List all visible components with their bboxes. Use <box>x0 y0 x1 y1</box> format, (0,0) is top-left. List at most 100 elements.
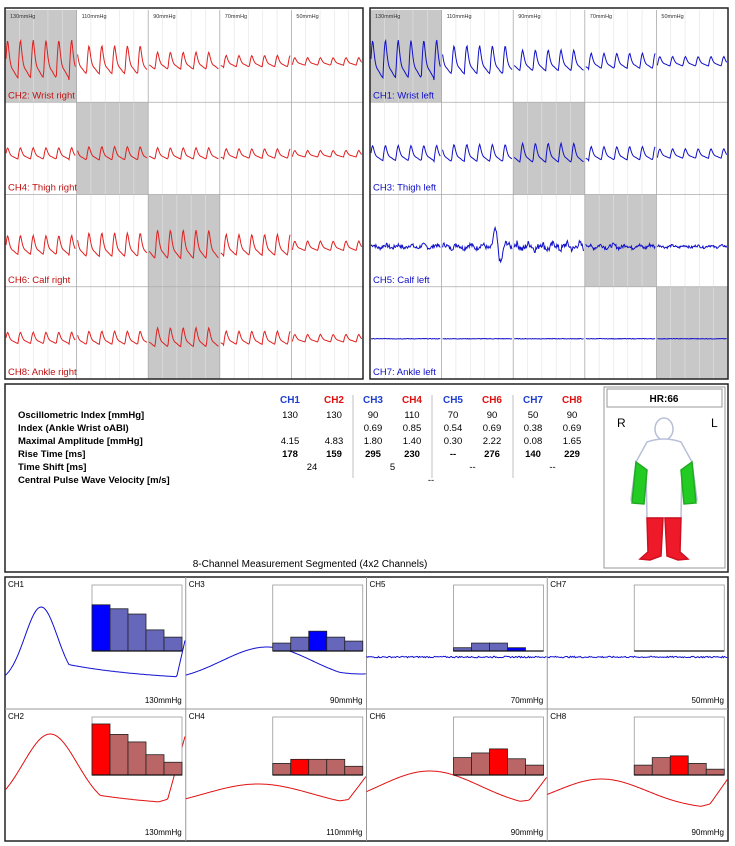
cell: 1.65 <box>563 436 582 447</box>
histogram-bar <box>489 642 508 652</box>
cell: 0.69 <box>563 423 582 434</box>
cell: 90 <box>368 410 379 421</box>
pressure-header: 50mmHg <box>661 14 683 20</box>
waveform <box>370 337 441 340</box>
channel-label: CH5: Calf left <box>373 275 430 286</box>
cell: 70 <box>448 410 459 421</box>
waveform <box>77 44 148 75</box>
histogram-bar <box>109 734 129 776</box>
summary-panel <box>4 383 729 573</box>
histogram-bar <box>163 636 183 652</box>
waveform <box>370 144 441 163</box>
column-header: CH8 <box>562 395 582 406</box>
cell: 4.15 <box>281 436 300 447</box>
cell-pressure: 90mmHg <box>330 696 362 705</box>
pressure-header: 70mmHg <box>225 14 247 20</box>
channel-label: CH4: Thigh right <box>8 183 77 194</box>
left-side: L <box>711 416 718 430</box>
cell-waveform <box>547 778 728 807</box>
cell-label: CH4 <box>189 712 206 721</box>
waveform <box>148 326 219 348</box>
cell-waveform <box>4 606 186 678</box>
pressure-header: 110mmHg <box>447 14 472 20</box>
right-leg <box>638 517 664 561</box>
waveform <box>585 337 656 340</box>
column-header: CH3 <box>363 395 383 406</box>
cell: 0.08 <box>524 436 543 447</box>
cell: 24 <box>307 462 318 473</box>
cell: 276 <box>484 449 500 460</box>
histogram-bar <box>507 758 526 776</box>
channel-label: CH1: Wrist left <box>373 90 434 101</box>
pressure-header: 130mmHg <box>375 14 400 20</box>
histogram-bar <box>705 768 725 776</box>
waveform <box>220 329 291 347</box>
cell: 50 <box>528 410 539 421</box>
waveform <box>585 145 656 163</box>
waveform <box>656 243 728 250</box>
cell: 4.83 <box>325 436 344 447</box>
waveform <box>5 331 76 346</box>
cell: 0.54 <box>444 423 463 434</box>
pressure-header: 130mmHg <box>10 14 35 20</box>
histogram-bar <box>308 758 328 776</box>
selected-cell <box>5 10 77 103</box>
histogram-bar <box>145 754 165 776</box>
column-header: CH1 <box>280 395 300 406</box>
waveform <box>656 55 728 67</box>
waveform <box>149 146 219 160</box>
waveform <box>585 242 656 252</box>
channel-label: CH6: Calf right <box>8 275 71 286</box>
cell: 1.80 <box>364 436 383 447</box>
histogram-box <box>633 584 725 652</box>
histogram-bar <box>344 640 364 652</box>
cell-waveform <box>185 776 367 802</box>
waveform <box>5 38 76 81</box>
cell: 229 <box>564 449 580 460</box>
panel-border <box>4 7 364 380</box>
histogram-bar <box>145 629 165 652</box>
waveform <box>291 240 363 252</box>
cell-waveform <box>547 655 728 659</box>
cell: 90 <box>567 410 578 421</box>
column-header: CH4 <box>402 395 422 406</box>
waveform <box>513 47 584 72</box>
histogram-bar <box>525 764 544 776</box>
waveform <box>148 50 219 70</box>
histogram-bar <box>489 748 508 776</box>
cell-label: CH5 <box>370 580 387 589</box>
histogram-box <box>453 584 544 652</box>
selected-cell <box>370 10 442 103</box>
histogram-bar <box>272 763 292 776</box>
cell: 0.38 <box>524 423 543 434</box>
histogram-bar <box>633 764 653 776</box>
cell-pressure: 90mmHg <box>692 828 724 837</box>
histogram-bar <box>109 608 129 652</box>
left-leg <box>664 517 690 561</box>
cell: 178 <box>282 449 298 460</box>
histogram-bar <box>326 636 346 652</box>
waveform <box>148 229 219 260</box>
pressure-header: 90mmHg <box>153 14 175 20</box>
waveform <box>442 225 513 264</box>
cell: 130 <box>326 410 342 421</box>
pressure-header: 50mmHg <box>296 14 318 20</box>
waveform <box>220 54 291 69</box>
waveform <box>220 232 291 257</box>
cell-label: CH6 <box>370 712 387 721</box>
channel-label: CH2: Wrist right <box>8 90 75 101</box>
histogram-bar <box>127 741 147 776</box>
pressure-header: 70mmHg <box>590 14 612 20</box>
histogram-bar <box>471 642 490 652</box>
waveform <box>77 329 148 346</box>
row-label: Central Pulse Wave Velocity [m/s] <box>18 475 170 486</box>
cell-waveform <box>4 733 186 803</box>
waveform <box>77 231 148 258</box>
selected-cell <box>584 194 657 287</box>
waveform <box>291 56 363 66</box>
histogram-bar <box>290 758 310 776</box>
waveform <box>656 147 728 159</box>
caption: 8-Channel Measurement Segmented (4x2 Cha… <box>193 559 428 570</box>
cell: 0.69 <box>483 423 502 434</box>
